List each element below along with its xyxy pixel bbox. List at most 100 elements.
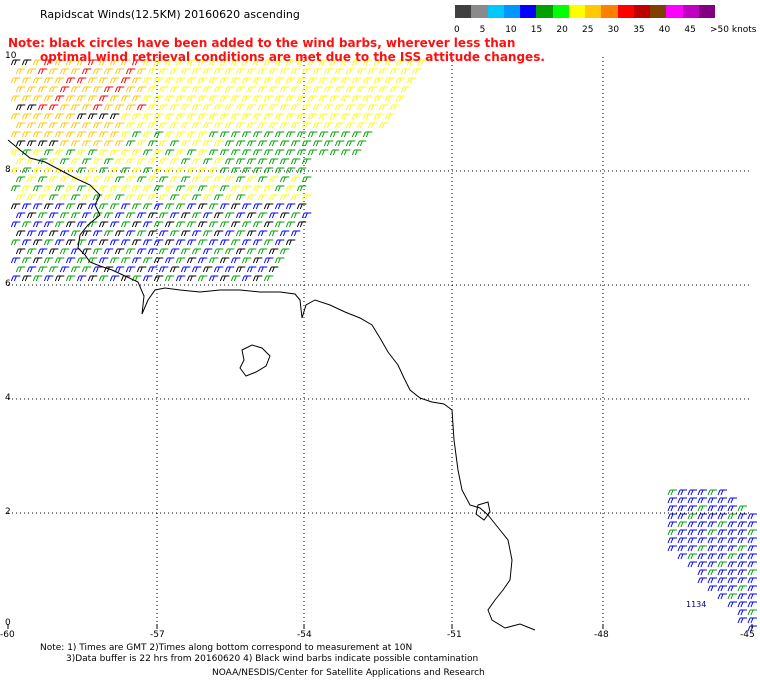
lon-label: -51 <box>447 630 462 640</box>
wind-barb <box>169 158 180 165</box>
wind-barb <box>219 131 230 138</box>
wind-barb <box>175 203 186 210</box>
wind-barb <box>257 176 268 183</box>
wind-barb <box>241 167 252 174</box>
wind-barb <box>334 68 345 75</box>
wind-barb <box>59 104 70 111</box>
wind-barb <box>747 529 757 536</box>
wind-barb <box>230 185 241 192</box>
wind-barb <box>131 185 142 192</box>
wind-barb <box>186 131 197 138</box>
wind-barb <box>98 257 109 264</box>
wind-barb <box>257 158 268 165</box>
wind-barb <box>307 149 318 156</box>
wind-barb <box>384 113 395 120</box>
wind-barb <box>136 266 147 273</box>
wind-barb <box>65 95 76 102</box>
wind-barb <box>208 203 219 210</box>
wind-barb <box>717 537 727 544</box>
wind-barb <box>213 176 224 183</box>
wind-barb <box>98 77 109 84</box>
wind-barb <box>147 194 158 201</box>
wind-barb <box>351 77 362 84</box>
wind-barb <box>246 230 257 237</box>
wind-barb <box>667 489 677 496</box>
wind-barb <box>54 185 65 192</box>
wind-barb <box>707 513 717 520</box>
wind-barb <box>98 185 109 192</box>
wind-barb <box>153 167 164 174</box>
wind-barb <box>406 77 417 84</box>
wind-barb <box>76 203 87 210</box>
wind-barb <box>54 113 65 120</box>
wind-barb <box>263 167 274 174</box>
wind-barb <box>164 167 175 174</box>
wind-barb <box>59 122 70 129</box>
wind-barb <box>43 149 54 156</box>
wind-barb <box>296 167 307 174</box>
wind-barb <box>219 77 230 84</box>
wind-barb <box>87 113 98 120</box>
wind-barb <box>98 131 109 138</box>
wind-barb <box>32 221 43 228</box>
wind-barb <box>697 569 707 576</box>
wind-barb <box>147 68 158 75</box>
wind-barb <box>87 203 98 210</box>
wind-barb <box>378 122 389 129</box>
wind-barb <box>323 140 334 147</box>
wind-barb <box>351 95 362 102</box>
wind-barb <box>10 131 21 138</box>
wind-barb <box>87 239 98 246</box>
wind-barb <box>103 122 114 129</box>
wind-barb <box>15 176 26 183</box>
wind-barb <box>153 59 164 66</box>
wind-barb <box>279 176 290 183</box>
wind-barb <box>15 158 26 165</box>
wind-barb <box>246 86 257 93</box>
wind-barb <box>213 86 224 93</box>
wind-barb <box>697 529 707 536</box>
wind-barb <box>202 230 213 237</box>
wind-barb <box>230 239 241 246</box>
wind-barb <box>257 266 268 273</box>
wind-barb <box>142 275 153 282</box>
wind-barb <box>241 113 252 120</box>
wind-barb <box>10 185 21 192</box>
wind-barb <box>114 86 125 93</box>
wind-barb <box>164 257 175 264</box>
wind-barb <box>114 212 125 219</box>
wind-barb <box>186 239 197 246</box>
lat-label: 2 <box>5 507 11 517</box>
wind-barb <box>257 68 268 75</box>
wind-barb <box>241 59 252 66</box>
wind-barb <box>697 521 707 528</box>
wind-barb <box>147 176 158 183</box>
wind-barb <box>15 86 26 93</box>
wind-barb <box>136 140 147 147</box>
wind-barb <box>246 248 257 255</box>
wind-barb <box>263 257 274 264</box>
wind-barb <box>87 95 98 102</box>
wind-barb <box>323 104 334 111</box>
wind-barb <box>92 158 103 165</box>
wind-barb <box>32 149 43 156</box>
wind-barb <box>417 59 428 66</box>
wind-barb <box>301 68 312 75</box>
wind-barb <box>142 95 153 102</box>
wind-barb <box>54 221 65 228</box>
wind-barb <box>120 113 131 120</box>
wind-barb <box>384 77 395 84</box>
wind-barb <box>81 158 92 165</box>
wind-barb <box>180 122 191 129</box>
wind-barb <box>323 68 334 75</box>
lat-label: 8 <box>5 165 11 175</box>
wind-barb <box>356 104 367 111</box>
wind-barb <box>92 140 103 147</box>
wind-barb <box>667 497 677 504</box>
wind-barb <box>687 553 697 560</box>
wind-barb <box>202 176 213 183</box>
wind-barb <box>48 68 59 75</box>
wind-barb <box>76 131 87 138</box>
wind-barb <box>81 266 92 273</box>
wind-barb <box>241 131 252 138</box>
